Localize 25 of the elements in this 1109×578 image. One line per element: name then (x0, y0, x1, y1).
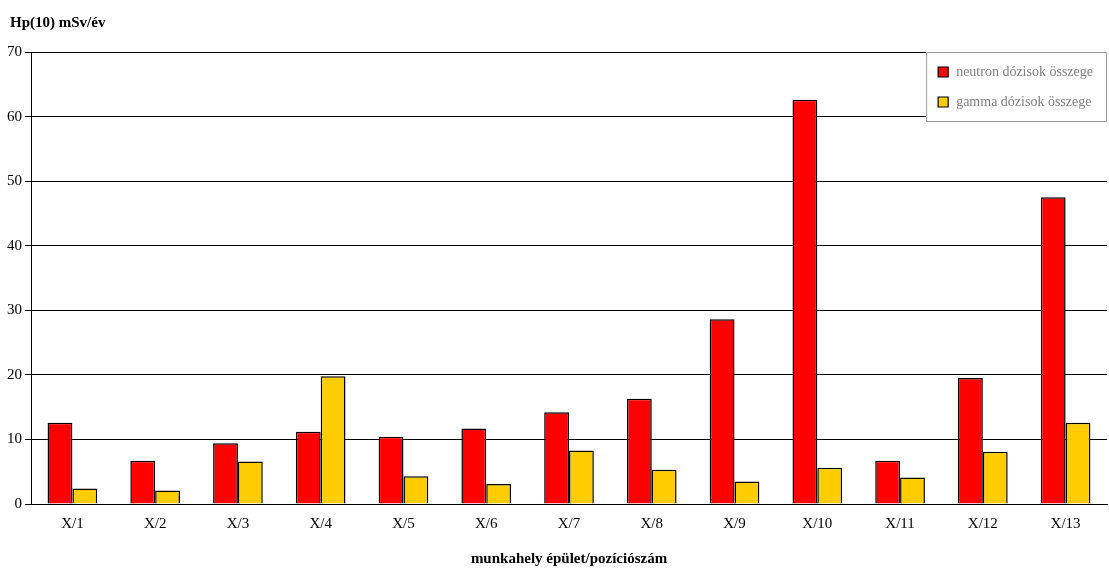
x-tick-label: X/6 (474, 514, 498, 531)
x-tick-label: X/2 (143, 514, 167, 531)
y-tick-label: 20 (7, 365, 22, 382)
y-axis-title: Hp(10) mSv/év (10, 14, 106, 31)
y-tick-label: 40 (7, 236, 22, 253)
x-tick-label: X/10 (802, 514, 833, 531)
y-tick-label: 10 (7, 430, 22, 447)
y-tick-label: 50 (7, 172, 22, 189)
x-tick-label: X/4 (309, 514, 333, 531)
y-tick-label: 30 (7, 301, 22, 318)
y-tick-label: 70 (7, 42, 22, 59)
y-tick-label: 60 (7, 107, 22, 124)
x-tick-label: X/12 (967, 514, 998, 531)
legend-label: neutron dózisok összege (956, 63, 1093, 79)
x-tick-label: X/8 (640, 514, 664, 531)
x-tick-label: X/7 (557, 514, 581, 531)
x-axis-title: munkahely épület/pozíciószám (470, 549, 668, 566)
x-tick-label: X/5 (392, 514, 415, 531)
x-tick-label: X/13 (1050, 514, 1081, 531)
x-tick-label: X/9 (723, 514, 746, 531)
x-tick-label: X/1 (61, 514, 84, 531)
x-tick-label: X/3 (226, 514, 250, 531)
legend-label: gamma dózisok összege (956, 93, 1092, 109)
x-tick-label: X/11 (885, 514, 915, 531)
y-tick-label: 0 (14, 494, 22, 511)
